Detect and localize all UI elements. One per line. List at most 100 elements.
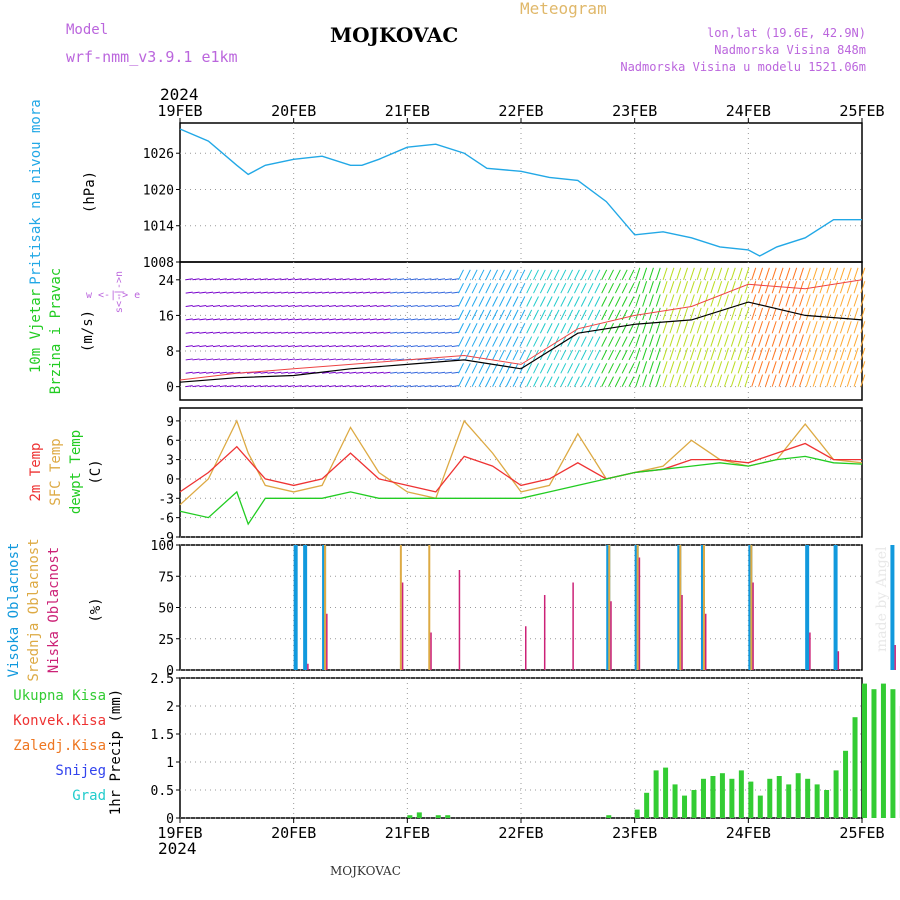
- wind-barb: [594, 296, 601, 307]
- wind-barb: [342, 291, 350, 294]
- wind-barb: [533, 296, 539, 307]
- wind-barb: [539, 282, 546, 294]
- wind-barb: [485, 336, 492, 347]
- wind-barb: [805, 361, 811, 374]
- wind-barb: [812, 294, 818, 307]
- low-cloud-bar: [307, 663, 309, 670]
- wind-barb: [240, 358, 248, 361]
- wind-barb: [853, 294, 859, 307]
- wind-barb: [655, 294, 661, 307]
- wind-barb: [648, 374, 654, 387]
- wind-barb: [437, 331, 446, 334]
- wind-barb: [778, 361, 784, 374]
- wind-barb: [492, 323, 499, 334]
- precip-bar: [833, 770, 839, 818]
- wind-barb: [260, 305, 268, 308]
- wind-barb: [212, 345, 221, 348]
- wind-barb: [397, 291, 405, 294]
- wind-barb: [710, 334, 716, 347]
- wind-barb: [526, 336, 533, 347]
- temperature-ytick-label: 9: [166, 415, 174, 430]
- temp-ylabel: 2m Temp: [28, 442, 44, 501]
- wind-barb: [860, 267, 866, 280]
- wind-barb: [648, 347, 654, 361]
- wind-barb: [226, 331, 234, 334]
- wind-barb: [185, 318, 193, 321]
- wind-barb: [335, 371, 343, 374]
- wind-barb: [826, 294, 832, 307]
- wind-barb: [451, 385, 459, 388]
- precip-bar: [416, 812, 422, 818]
- wind-barb: [614, 376, 621, 387]
- wind-barb: [233, 358, 241, 361]
- wind-barb: [492, 309, 499, 321]
- wind-barb: [723, 294, 729, 307]
- wind-barb: [792, 267, 798, 280]
- wind-barb: [587, 376, 594, 387]
- wind-barb: [635, 321, 641, 334]
- wind-barb: [689, 347, 695, 361]
- wind-barb: [696, 321, 702, 334]
- precip-bar: [682, 795, 688, 818]
- wind-barb: [642, 347, 648, 361]
- wind-ytick-label: 0: [166, 381, 174, 396]
- wind-barb: [567, 296, 574, 307]
- low-cloud-bar: [704, 613, 707, 670]
- temperature-ytick-label: 3: [166, 454, 174, 469]
- wind-barb: [792, 334, 798, 347]
- wind-barb: [444, 345, 452, 348]
- wind-barb: [390, 278, 398, 281]
- wind-barb: [812, 307, 818, 321]
- wind-barb: [219, 331, 227, 334]
- wind-barb: [580, 309, 587, 321]
- wind-barb: [240, 278, 248, 281]
- wind-barb: [444, 385, 452, 388]
- wind-barb: [778, 321, 784, 334]
- wind-barb: [812, 361, 818, 374]
- wind-barb: [751, 321, 757, 334]
- wind-barb: [587, 336, 594, 347]
- wind-barb: [751, 347, 757, 361]
- wind-barb: [662, 307, 668, 321]
- wind-barb: [560, 336, 567, 347]
- wind-barb: [799, 294, 804, 307]
- wind-barb: [226, 345, 234, 348]
- wind-barb: [192, 345, 200, 348]
- wind-barb: [498, 296, 505, 307]
- wind-barb: [717, 307, 723, 321]
- wind-barb: [383, 385, 391, 388]
- wind-barb: [580, 323, 587, 334]
- wind-barb: [635, 361, 641, 374]
- wind-barb: [362, 318, 371, 321]
- wind-barb: [553, 376, 560, 387]
- wind-barb: [723, 307, 729, 321]
- wind-barb: [294, 385, 302, 388]
- low-cloud-bar: [458, 570, 461, 670]
- wind-barb: [349, 278, 357, 281]
- wind-barb: [717, 347, 723, 361]
- wind-barb: [376, 385, 384, 388]
- wind-barb: [267, 385, 275, 388]
- wind-barb: [328, 385, 336, 388]
- wind-barb: [485, 376, 492, 387]
- wind-barb: [833, 374, 839, 387]
- wind-barb: [301, 305, 309, 308]
- wind-barb: [533, 323, 539, 334]
- wind-barb: [689, 334, 695, 347]
- year-bottom: 2024: [158, 839, 197, 858]
- wind-compass-ew: w <-|-> e: [86, 290, 140, 301]
- wind-barb: [485, 349, 492, 361]
- wind-barb: [614, 269, 621, 281]
- wind-barb: [539, 309, 546, 321]
- wind-barb: [648, 294, 654, 307]
- wind-barb: [635, 281, 641, 294]
- wind-gust-line: [179, 279, 863, 381]
- wind-barb: [580, 282, 587, 294]
- pressure-ytick-label: 1026: [143, 147, 174, 162]
- wind-barb: [628, 376, 635, 387]
- wind-barb: [424, 318, 432, 321]
- wind-barb: [703, 334, 709, 347]
- wind-barb: [785, 307, 791, 321]
- wind-barb: [771, 347, 777, 361]
- wind-barb: [805, 347, 811, 361]
